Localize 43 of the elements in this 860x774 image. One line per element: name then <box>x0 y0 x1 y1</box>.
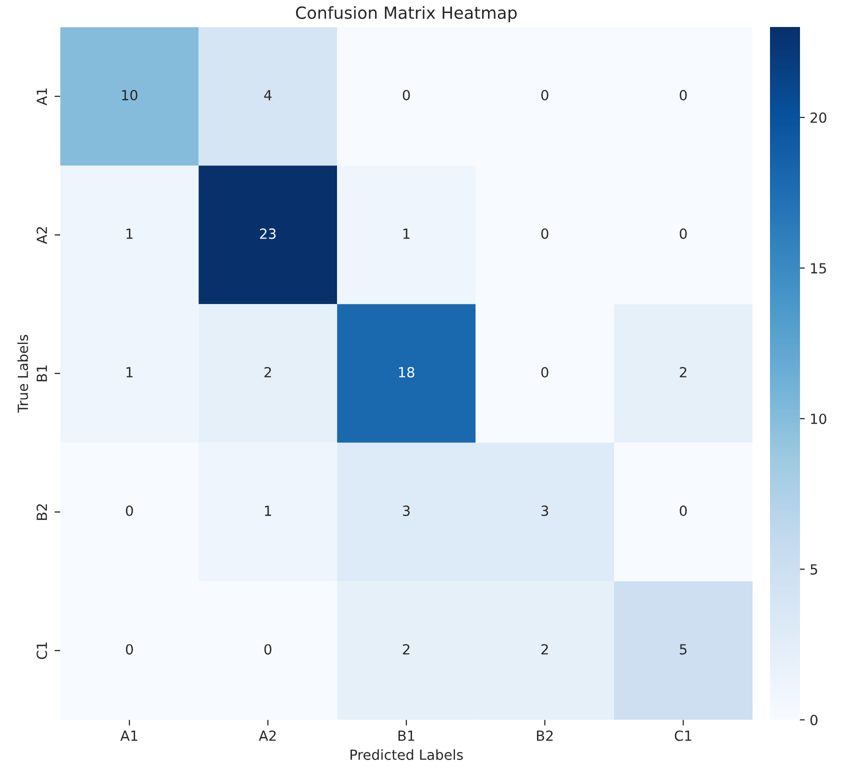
data-label: 0 <box>402 90 410 100</box>
data-label: 0 <box>680 90 687 100</box>
x-tick-label: A2 <box>258 730 276 741</box>
data-label: 0 <box>264 644 272 655</box>
data-label: 2 <box>680 366 686 378</box>
data-label: 4 <box>264 90 272 100</box>
data-label: 0 <box>126 644 133 655</box>
data-label: 18 <box>399 366 414 378</box>
data-label: 2 <box>264 366 271 378</box>
y-tick-label: A2 <box>36 227 47 244</box>
data-label: 0 <box>541 228 548 239</box>
data-label: 0 <box>126 506 133 516</box>
y-tick-label: B2 <box>36 504 47 520</box>
data-label: 0 <box>541 366 548 378</box>
data-label: 23 <box>260 228 276 239</box>
x-tick-label: B1 <box>398 730 414 741</box>
data-label: 1 <box>264 506 272 516</box>
y-tick-label: A1 <box>36 88 47 106</box>
data-label: 5 <box>680 644 686 655</box>
color-bar-label: 10 <box>811 414 826 424</box>
color-bar-label: 20 <box>810 112 826 123</box>
y-tick-label: C1 <box>36 642 48 660</box>
data-label: 10 <box>122 90 138 100</box>
x-tick-label: C1 <box>674 730 692 741</box>
color-bar-label: 0 <box>810 714 818 726</box>
color-bar-label: 5 <box>810 564 818 575</box>
color-bar-label: 15 <box>811 263 826 274</box>
data-label: 3 <box>541 506 548 516</box>
data-label: 1 <box>126 367 133 378</box>
x-axis-title: Predicted Labels <box>350 749 463 760</box>
x-tick-label: B2 <box>536 730 553 741</box>
y-axis-title: True Labels <box>17 334 28 413</box>
y-tick-label: B1 <box>36 366 47 382</box>
data-label: 0 <box>680 228 687 239</box>
x-tick-label: A1 <box>120 730 138 741</box>
chart-title: Confusion Matrix Heatmap <box>296 6 517 22</box>
data-label: 0 <box>680 506 687 516</box>
data-label: 3 <box>402 506 410 516</box>
data-label: 2 <box>541 644 548 654</box>
data-label: 0 <box>541 90 548 100</box>
data-label: 1 <box>126 228 133 239</box>
data-label: 1 <box>403 228 410 239</box>
data-label: 2 <box>402 644 410 654</box>
